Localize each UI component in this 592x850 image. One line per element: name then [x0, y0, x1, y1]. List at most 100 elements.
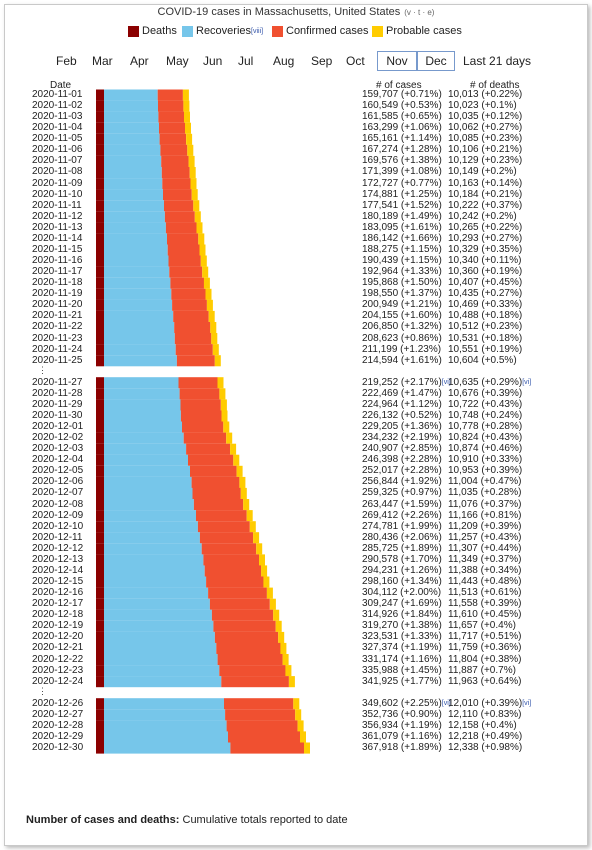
bar-confirmed — [217, 654, 283, 666]
row-deaths: 12,218 (+0.49%) — [448, 730, 523, 742]
cases-header: # of cases — [376, 80, 422, 91]
bar-deaths — [96, 487, 104, 499]
row-cases: 195,868 (+1.50%) — [362, 277, 442, 289]
bar-deaths — [96, 310, 104, 322]
bar-deaths — [96, 299, 104, 311]
row-deaths: 10,242 (+0.2%) — [448, 210, 517, 222]
deaths-ref-link[interactable]: [vi] — [522, 378, 532, 386]
bar-probable — [208, 310, 215, 322]
month-may[interactable]: May — [166, 54, 189, 68]
month-nov-button[interactable]: Nov — [377, 51, 417, 71]
legend-item-confirmed: Confirmed cases — [272, 25, 369, 37]
bar-probable — [196, 222, 203, 234]
bar-recoveries — [104, 244, 168, 256]
bar-recoveries — [104, 521, 198, 533]
row-cases: 246,398 (+2.28%) — [362, 454, 442, 466]
bar-recoveries — [104, 576, 207, 588]
bar-confirmed — [214, 631, 279, 643]
row-deaths: 10,085 (+0.23%) — [448, 133, 523, 145]
month-apr[interactable]: Apr — [130, 54, 149, 68]
vte-links[interactable]: (v · t · e) — [404, 8, 435, 17]
bar-confirmed — [161, 155, 189, 167]
row-deaths: 11,804 (+0.38%) — [448, 653, 522, 665]
row-deaths: 12,010 (+0.39%)[vi] — [448, 697, 532, 709]
bar-deaths — [96, 266, 104, 278]
row-cases: 192,964 (+1.33%) — [362, 266, 442, 278]
row-cases: 352,736 (+0.90%) — [362, 708, 442, 720]
bar-recoveries — [104, 288, 172, 300]
row-deaths: 10,023 (+0.1%) — [448, 100, 517, 112]
row-deaths: 10,604 (+0.5%) — [448, 354, 517, 366]
month-oct[interactable]: Oct — [346, 54, 365, 68]
row-date: 2020-11-13 — [32, 221, 83, 233]
bar-confirmed — [213, 620, 276, 632]
row-cases: 171,399 (+1.08%) — [362, 166, 442, 178]
bar-deaths — [96, 631, 104, 643]
bar-recoveries — [104, 266, 170, 278]
month-feb[interactable]: Feb — [56, 54, 77, 68]
row-cases: 263,447 (+1.59%) — [362, 498, 442, 510]
footer-bold: Number of cases and deaths: — [26, 814, 180, 826]
month-mar[interactable]: Mar — [92, 54, 113, 68]
bar-confirmed — [174, 333, 212, 345]
bar-deaths — [96, 499, 104, 511]
month-jun[interactable]: Jun — [203, 54, 223, 68]
month-aug[interactable]: Aug — [273, 54, 295, 68]
bar-probable — [206, 299, 213, 311]
cases-ref-link[interactable]: [vi] — [441, 378, 451, 386]
month-dec-button[interactable]: Dec — [417, 51, 455, 71]
row-cases: 190,439 (+1.15%) — [362, 255, 442, 267]
row-date: 2020-11-07 — [32, 155, 83, 167]
row-date: 2020-12-01 — [32, 421, 84, 433]
row-deaths: 10,013 (+0.22%) — [448, 89, 523, 100]
row-date: 2020-12-28 — [32, 719, 84, 731]
bar-probable — [236, 465, 243, 477]
row-date: 2020-11-09 — [32, 177, 83, 189]
legend-item-recoveries: Recoveries [viii] — [182, 25, 263, 37]
row-deaths: 10,874 (+0.46%) — [448, 443, 523, 455]
bar-probable — [293, 698, 300, 710]
bar-confirmed — [228, 731, 300, 743]
bar-recoveries — [104, 487, 193, 499]
bar-confirmed — [225, 709, 296, 721]
bar-recoveries — [104, 310, 174, 322]
bar-confirmed — [159, 122, 185, 134]
last-21-days[interactable]: Last 21 days — [463, 54, 532, 68]
row-cases: 304,112 (+2.00%) — [362, 587, 442, 599]
row-cases: 274,781 (+1.99%) — [362, 520, 442, 532]
row-cases: 163,299 (+1.06%) — [362, 122, 442, 134]
deaths-ref-link[interactable]: [vi] — [522, 699, 532, 707]
row-cases: 259,325 (+0.97%) — [362, 487, 442, 499]
bar-probable — [194, 211, 201, 223]
bar-confirmed — [206, 576, 264, 588]
row-date: 2020-12-19 — [32, 620, 84, 632]
bar-recoveries — [104, 510, 196, 522]
row-cases: 159,707 (+0.71%) — [362, 89, 442, 100]
row-date: 2020-12-03 — [32, 443, 84, 455]
bar-recoveries — [104, 642, 217, 654]
bar-recoveries — [104, 631, 215, 643]
bar-probable — [193, 200, 200, 212]
bar-probable — [304, 742, 310, 754]
legend-swatch-recoveries — [182, 25, 193, 37]
bar-probable — [198, 233, 205, 245]
legend-ref-recoveries[interactable]: [viii] — [251, 27, 264, 35]
row-date: 2020-11-12 — [32, 210, 83, 222]
row-date: 2020-11-10 — [32, 188, 83, 200]
bar-confirmed — [164, 200, 194, 212]
row-date: 2020-12-30 — [32, 741, 84, 753]
bar-deaths — [96, 189, 104, 201]
row-deaths: 10,722 (+0.43%) — [448, 398, 523, 410]
row-deaths: 11,166 (+0.81%) — [448, 509, 522, 521]
cases-ref-link[interactable]: [vi] — [441, 699, 451, 707]
bar-recoveries — [104, 499, 194, 511]
month-sep[interactable]: Sep — [311, 54, 333, 68]
bar-deaths — [96, 155, 104, 167]
bar-probable — [191, 189, 198, 201]
month-jul[interactable]: Jul — [238, 54, 254, 68]
bar-deaths — [96, 144, 104, 156]
row-deaths: 10,163 (+0.14%) — [448, 177, 523, 189]
bar-deaths — [96, 554, 104, 566]
bar-confirmed — [191, 476, 240, 488]
row-deaths: 11,443 (+0.48%) — [448, 576, 522, 587]
